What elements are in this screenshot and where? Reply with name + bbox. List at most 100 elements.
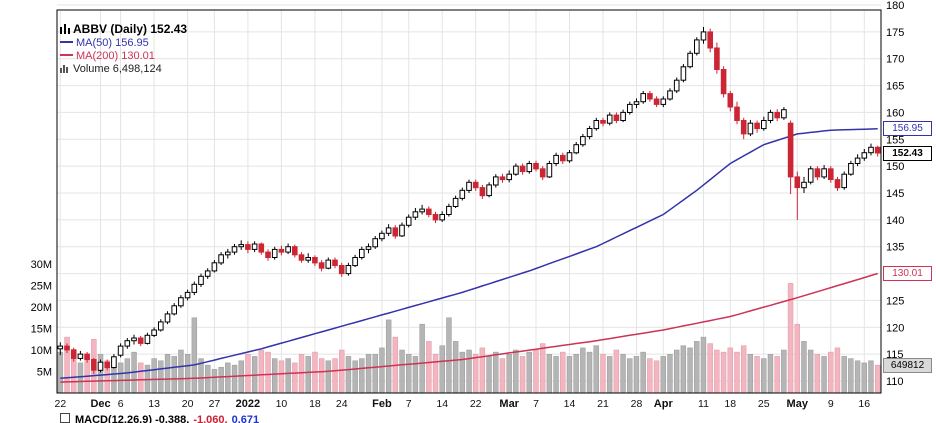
volume-bar <box>292 362 298 394</box>
candle-body <box>560 154 566 162</box>
candle-body <box>660 98 667 105</box>
volume-bar <box>298 354 305 394</box>
volume-bar <box>687 347 693 394</box>
volume-bar <box>191 317 198 394</box>
candle-body <box>720 69 727 95</box>
volume-bar <box>406 354 412 394</box>
price-axis-label: 110 <box>886 376 904 388</box>
volume-bar <box>332 358 338 394</box>
candle-body <box>426 208 432 216</box>
candle-body <box>580 136 586 146</box>
candle-body <box>359 248 365 258</box>
ma50-price-tag-value: 156.95 <box>892 123 923 134</box>
volume-bar <box>506 354 512 394</box>
candle-body <box>613 114 620 121</box>
price-axis-label: 180 <box>886 0 904 12</box>
candle-body <box>707 31 714 49</box>
candle-body <box>546 163 553 178</box>
candle-body <box>606 114 613 124</box>
candle-body <box>405 216 412 226</box>
candle-body <box>828 168 834 181</box>
candle-body <box>265 251 271 259</box>
volume-bar <box>734 351 740 394</box>
price-axis-label: 135 <box>886 242 904 254</box>
candle-body <box>372 238 378 248</box>
volume-bar <box>305 356 311 394</box>
volume-bar <box>352 360 358 394</box>
candle-body <box>318 262 325 269</box>
ma50-line-swatch <box>60 41 73 43</box>
candle-body <box>586 128 593 138</box>
candle-body <box>861 152 868 159</box>
date-axis-label: 10 <box>276 398 288 410</box>
volume-legend[interactable]: Volume 6,498,124 <box>60 63 187 76</box>
candle-body <box>834 179 841 189</box>
candle-body <box>600 120 606 124</box>
price-axis-label: 160 <box>886 107 904 119</box>
ma200-legend[interactable]: MA(200) 130.01 <box>60 50 187 63</box>
candle-body <box>432 214 439 221</box>
date-axis-label: 7 <box>406 398 412 410</box>
candle-body <box>70 349 77 359</box>
volume-axis-label: 25M <box>31 281 52 293</box>
ma50-legend[interactable]: MA(50) 156.95 <box>60 37 187 50</box>
volume-bar <box>158 360 164 394</box>
candle-body <box>673 79 680 92</box>
volume-bar <box>459 351 466 394</box>
volume-bar <box>868 360 874 394</box>
candle-body <box>787 122 794 178</box>
candle-body <box>191 283 198 293</box>
volume-axis-label: 20M <box>31 302 52 314</box>
volume-bar <box>399 349 405 394</box>
volume-bar <box>653 360 660 394</box>
candle-body <box>439 214 445 221</box>
volume-bar <box>365 354 372 394</box>
ma50-price-tag: 156.95 <box>883 121 932 136</box>
candle-body <box>506 173 512 181</box>
last-price-tag: 152.43 <box>883 146 932 161</box>
volume-bar <box>861 362 867 394</box>
candle-body <box>392 227 399 237</box>
candle-body <box>767 111 774 122</box>
date-axis-label: Apr <box>654 398 674 410</box>
volume-bar <box>519 356 526 394</box>
volume-bar <box>794 323 800 394</box>
volume-bar <box>466 349 472 394</box>
plot-frame <box>56 9 882 394</box>
volume-bar <box>533 349 539 394</box>
macd-checkbox[interactable] <box>60 413 70 423</box>
volume-tag: 649812 <box>883 358 932 373</box>
candle-body <box>258 243 265 253</box>
volume-bar <box>720 351 727 394</box>
volume-bar <box>707 343 713 394</box>
candle-body <box>278 248 285 253</box>
candle-body <box>292 246 298 256</box>
volume-bar <box>828 351 834 394</box>
volume-bar <box>278 360 285 394</box>
volume-bar <box>767 354 774 394</box>
candle-body <box>848 163 854 175</box>
date-axis-label: 6 <box>118 398 124 410</box>
date-axis-label: May <box>787 398 809 410</box>
candle-body <box>640 93 647 103</box>
volume-bar <box>345 356 352 394</box>
volume-bar <box>660 356 666 394</box>
volume-bar <box>339 349 345 394</box>
candle-body <box>740 120 747 135</box>
volume-bar <box>781 349 787 394</box>
volume-bar <box>171 356 177 394</box>
candle-body <box>761 120 767 130</box>
volume-bar <box>231 364 238 394</box>
volume-bar <box>640 351 646 394</box>
date-axis-label: 22 <box>55 398 67 410</box>
candle-body <box>64 345 70 351</box>
volume-bar <box>560 351 566 394</box>
volume-bar <box>854 360 861 394</box>
volume-bar <box>714 349 720 394</box>
candle-body <box>573 144 580 154</box>
macd-signal-value: -1.060, <box>193 414 228 423</box>
ma200-legend-label: MA(200) 130.01 <box>76 50 155 62</box>
candle-body <box>727 93 734 108</box>
volume-bar <box>205 364 211 394</box>
candle-body <box>117 345 124 356</box>
